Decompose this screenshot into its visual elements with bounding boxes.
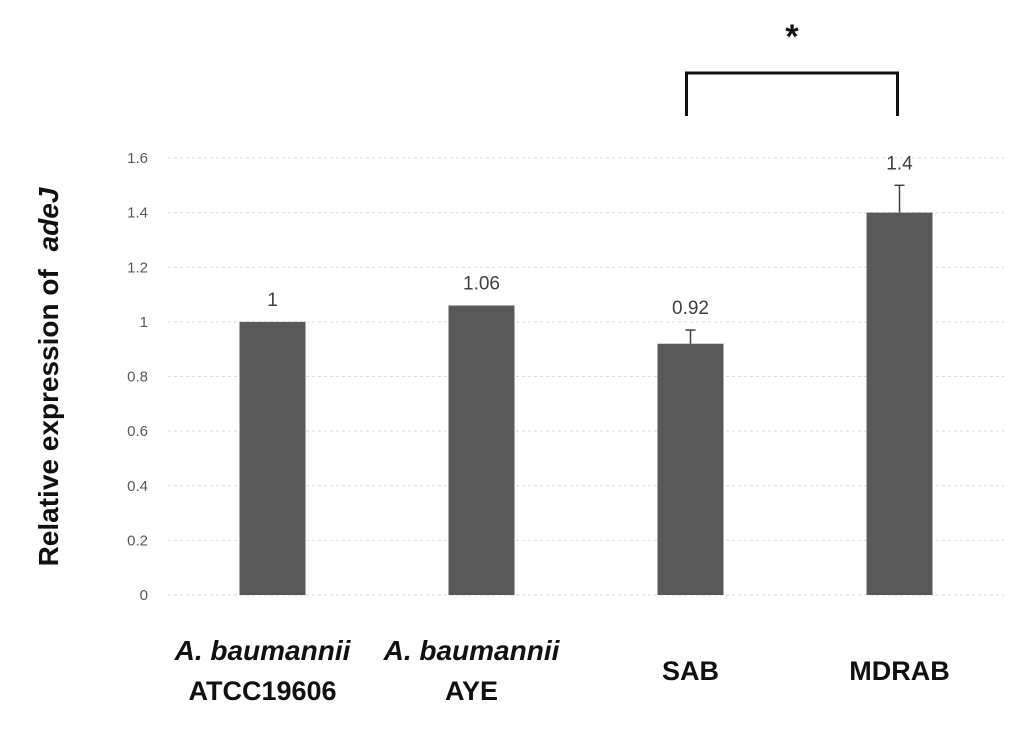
data-label: 0.92 [672, 298, 709, 319]
category-label-strain: ATCC19606 [188, 676, 336, 706]
significance-mark: * [785, 18, 799, 56]
y-tick-label: 0.8 [127, 369, 148, 386]
grid-lines [168, 157, 1004, 596]
significance-bracket [685, 71, 899, 116]
y-tick-label: 0.2 [127, 532, 148, 549]
y-tick-label: 1.4 [127, 205, 148, 222]
significance-annotation: * [685, 18, 899, 116]
bar [239, 321, 306, 595]
y-axis-label: Relative expression of adeJ [33, 186, 64, 566]
bars [239, 212, 933, 595]
y-tick-label: 0.4 [127, 478, 148, 495]
y-axis-label-prefix: Relative expression of [33, 269, 64, 567]
data-label: 1 [267, 290, 278, 311]
x-axis-categories: A. baumannii ATCC19606 A. baumannii AYE SAB M… [174, 635, 950, 706]
category-label-species: A. baumannii [174, 635, 352, 666]
data-labels: 1 1.06 0.92 1.4 [267, 153, 913, 319]
y-tick-label: 0.6 [127, 423, 148, 440]
category-label-species: A. baumannii [383, 635, 561, 666]
category-label-strain: AYE [445, 676, 498, 706]
bar [657, 343, 724, 595]
y-axis-ticks: 0 0.2 0.4 0.6 0.8 1 1.2 1.4 1.6 [127, 150, 148, 604]
y-tick-label: 0 [140, 587, 148, 604]
y-tick-label: 1.2 [127, 259, 148, 276]
error-bars [685, 184, 905, 344]
data-label: 1.06 [463, 273, 500, 294]
y-tick-label: 1 [140, 314, 148, 331]
y-axis-label-gene: adeJ [33, 186, 64, 251]
bar [448, 305, 515, 595]
category-label: MDRAB [849, 656, 950, 686]
data-label: 1.4 [886, 153, 913, 174]
bar [866, 212, 933, 595]
category-label: SAB [662, 656, 719, 686]
y-tick-label: 1.6 [127, 150, 148, 167]
